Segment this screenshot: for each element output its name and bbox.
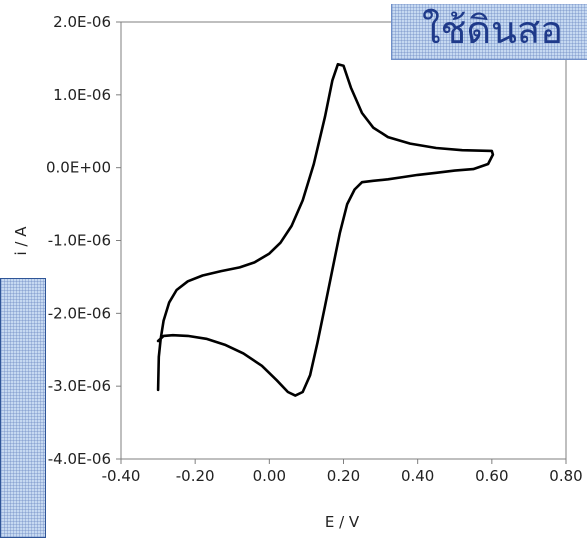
x-tick-label: 0.60 bbox=[475, 467, 508, 485]
side-decoration-panel bbox=[0, 278, 46, 538]
x-axis-title: E / V bbox=[325, 513, 360, 531]
y-tick-label: 2.0E-06 bbox=[53, 13, 111, 31]
x-tick-label: 0.80 bbox=[549, 467, 582, 485]
overlay-annotation-text: ใช้ดินสอ bbox=[422, 8, 564, 52]
y-tick-label: -4.0E-06 bbox=[48, 450, 111, 468]
y-tick-label: 0.0E+00 bbox=[46, 159, 111, 177]
x-tick-label: -0.20 bbox=[176, 467, 215, 485]
y-axis: 2.0E-06 1.0E-06 0.0E+00 -1.0E-06 -2.0E-06 -3.… bbox=[46, 13, 121, 468]
x-tick-label: 0.40 bbox=[401, 467, 434, 485]
x-tick-label: 0.00 bbox=[253, 467, 286, 485]
y-axis-title: i / A bbox=[12, 226, 30, 256]
plot-area-frame bbox=[120, 21, 567, 460]
overlay-annotation-box: ใช้ดินสอ bbox=[391, 4, 587, 60]
x-tick-label: 0.20 bbox=[327, 467, 360, 485]
cv-curve bbox=[156, 62, 495, 397]
y-tick-label: 1.0E-06 bbox=[53, 86, 111, 104]
x-axis: -0.40 -0.20 0.00 0.20 0.40 0.60 0.80 bbox=[102, 459, 583, 485]
y-tick-label: -2.0E-06 bbox=[48, 304, 111, 322]
y-tick-label: -3.0E-06 bbox=[48, 377, 111, 395]
x-tick-label: -0.40 bbox=[102, 467, 141, 485]
y-tick-label: -1.0E-06 bbox=[48, 232, 111, 250]
